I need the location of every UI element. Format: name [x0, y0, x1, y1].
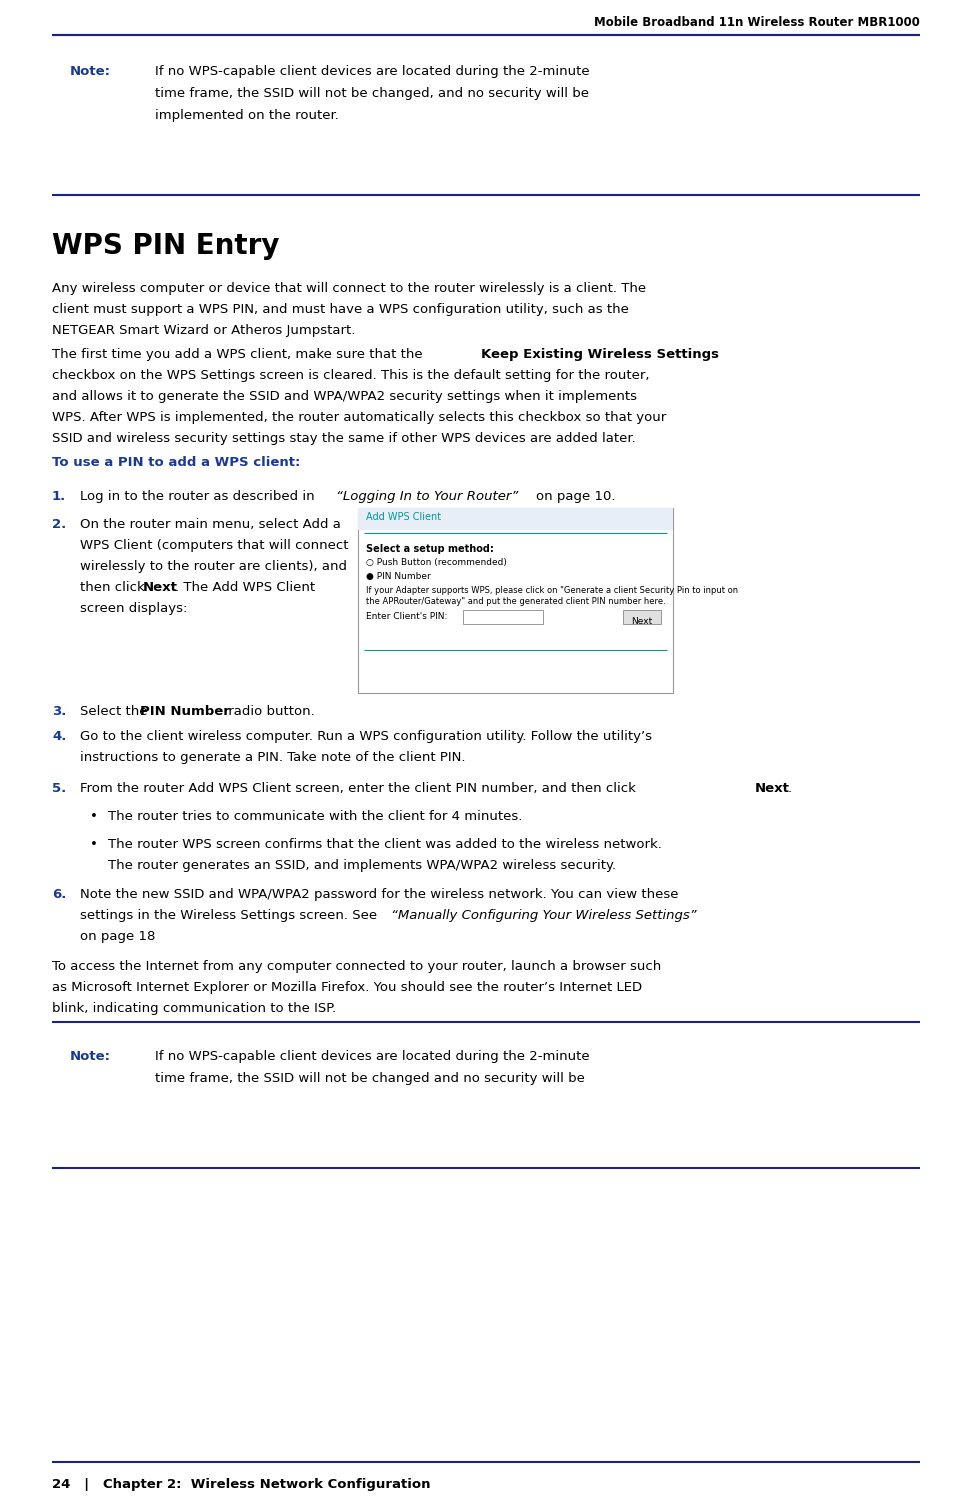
Text: •: • [90, 838, 98, 852]
Text: settings in the Wireless Settings screen. See: settings in the Wireless Settings screen… [80, 909, 381, 922]
Text: on page 18: on page 18 [80, 930, 155, 943]
Text: Add WPS Client: Add WPS Client [365, 512, 441, 523]
Text: 3.: 3. [52, 704, 66, 718]
Text: “Manually Configuring Your Wireless Settings”: “Manually Configuring Your Wireless Sett… [391, 909, 696, 922]
Text: ● PIN Number: ● PIN Number [365, 572, 430, 581]
Text: If no WPS-capable client devices are located during the 2-minute: If no WPS-capable client devices are loc… [154, 1050, 589, 1063]
Text: 6.: 6. [52, 888, 66, 901]
Text: Select the: Select the [80, 704, 151, 718]
Text: 24   |   Chapter 2:  Wireless Network Configuration: 24 | Chapter 2: Wireless Network Configu… [52, 1478, 430, 1491]
Text: Mobile Broadband 11n Wireless Router MBR1000: Mobile Broadband 11n Wireless Router MBR… [593, 17, 919, 29]
Text: blink, indicating communication to the ISP.: blink, indicating communication to the I… [52, 1002, 336, 1015]
Text: Enter Client's PIN:: Enter Client's PIN: [365, 611, 446, 620]
Text: •: • [90, 810, 98, 823]
Text: SSID and wireless security settings stay the same if other WPS devices are added: SSID and wireless security settings stay… [52, 433, 635, 445]
Text: and allows it to generate the SSID and WPA/WPA2 security settings when it implem: and allows it to generate the SSID and W… [52, 391, 636, 403]
Text: Keep Existing Wireless Settings: Keep Existing Wireless Settings [481, 348, 718, 360]
Text: “Logging In to Your Router”: “Logging In to Your Router” [336, 490, 518, 503]
Text: The router WPS screen confirms that the client was added to the wireless network: The router WPS screen confirms that the … [107, 838, 661, 852]
Text: client must support a WPS PIN, and must have a WPS configuration utility, such a: client must support a WPS PIN, and must … [52, 303, 628, 315]
Text: WPS Client (computers that will connect: WPS Client (computers that will connect [80, 539, 348, 553]
Text: Next: Next [631, 617, 652, 626]
FancyBboxPatch shape [358, 508, 672, 530]
Text: instructions to generate a PIN. Take note of the client PIN.: instructions to generate a PIN. Take not… [80, 751, 465, 765]
Text: the APRouter/Gateway" and put the generated client PIN number here.: the APRouter/Gateway" and put the genera… [365, 596, 665, 605]
Text: Note:: Note: [70, 1050, 110, 1063]
Text: checkbox on the WPS Settings screen is cleared. This is the default setting for : checkbox on the WPS Settings screen is c… [52, 369, 649, 382]
Text: WPS. After WPS is implemented, the router automatically selects this checkbox so: WPS. After WPS is implemented, the route… [52, 412, 665, 424]
Text: From the router Add WPS Client screen, enter the client PIN number, and then cli: From the router Add WPS Client screen, e… [80, 783, 640, 795]
Text: If your Adapter supports WPS, please click on "Generate a client Security Pin to: If your Adapter supports WPS, please cli… [365, 586, 738, 595]
Text: Next: Next [754, 783, 789, 795]
Text: ⁠. The Add WPS Client: ⁠. The Add WPS Client [175, 581, 315, 593]
Text: implemented on the router.: implemented on the router. [154, 110, 338, 122]
Text: 4.: 4. [52, 730, 66, 743]
Text: The router generates an SSID, and implements WPA/WPA2 wireless security.: The router generates an SSID, and implem… [107, 859, 616, 873]
Text: Note:: Note: [70, 65, 110, 78]
Text: PIN Number: PIN Number [140, 704, 230, 718]
Text: screen displays:: screen displays: [80, 602, 188, 614]
Text: Any wireless computer or device that will connect to the router wirelessly is a : Any wireless computer or device that wil… [52, 282, 646, 294]
Text: To access the Internet from any computer connected to your router, launch a brow: To access the Internet from any computer… [52, 960, 660, 973]
Text: .: . [787, 783, 791, 795]
Text: Select a setup method:: Select a setup method: [365, 544, 493, 554]
Text: as Microsoft Internet Explorer or Mozilla Firefox. You should see the router’s I: as Microsoft Internet Explorer or Mozill… [52, 981, 642, 994]
Text: The first time you add a WPS client, make sure that the: The first time you add a WPS client, mak… [52, 348, 426, 360]
Text: time frame, the SSID will not be changed and no security will be: time frame, the SSID will not be changed… [154, 1072, 588, 1084]
Text: time frame, the SSID will not be changed, and no security will be: time frame, the SSID will not be changed… [154, 87, 588, 101]
Text: Note the new SSID and WPA/WPA2 password for the wireless network. You can view t: Note the new SSID and WPA/WPA2 password … [80, 888, 678, 901]
Text: 1.: 1. [52, 490, 66, 503]
Text: on page 10.: on page 10. [535, 490, 615, 503]
Text: radio button.: radio button. [224, 704, 315, 718]
Text: NETGEAR Smart Wizard or Atheros Jumpstart.: NETGEAR Smart Wizard or Atheros Jumpstar… [52, 324, 355, 336]
Text: On the router main menu, select Add a: On the router main menu, select Add a [80, 518, 341, 532]
Text: wirelessly to the router are clients), and: wirelessly to the router are clients), a… [80, 560, 347, 572]
FancyBboxPatch shape [462, 610, 542, 623]
Text: ○ Push Button (recommended): ○ Push Button (recommended) [365, 559, 506, 566]
Text: To use a PIN to add a WPS client:: To use a PIN to add a WPS client: [52, 457, 300, 469]
Text: The router tries to communicate with the client for 4 minutes.: The router tries to communicate with the… [107, 810, 522, 823]
Text: then click ⁠: then click ⁠ [80, 581, 149, 593]
FancyBboxPatch shape [358, 508, 672, 692]
Text: 2.: 2. [52, 518, 66, 532]
Text: Next: Next [143, 581, 178, 593]
FancyBboxPatch shape [622, 610, 660, 623]
Text: WPS PIN Entry: WPS PIN Entry [52, 231, 279, 260]
Text: Log in to the router as described in: Log in to the router as described in [80, 490, 319, 503]
Text: Go to the client wireless computer. Run a WPS configuration utility. Follow the : Go to the client wireless computer. Run … [80, 730, 652, 743]
Text: If no WPS-capable client devices are located during the 2-minute: If no WPS-capable client devices are loc… [154, 65, 589, 78]
Text: 5.: 5. [52, 783, 66, 795]
